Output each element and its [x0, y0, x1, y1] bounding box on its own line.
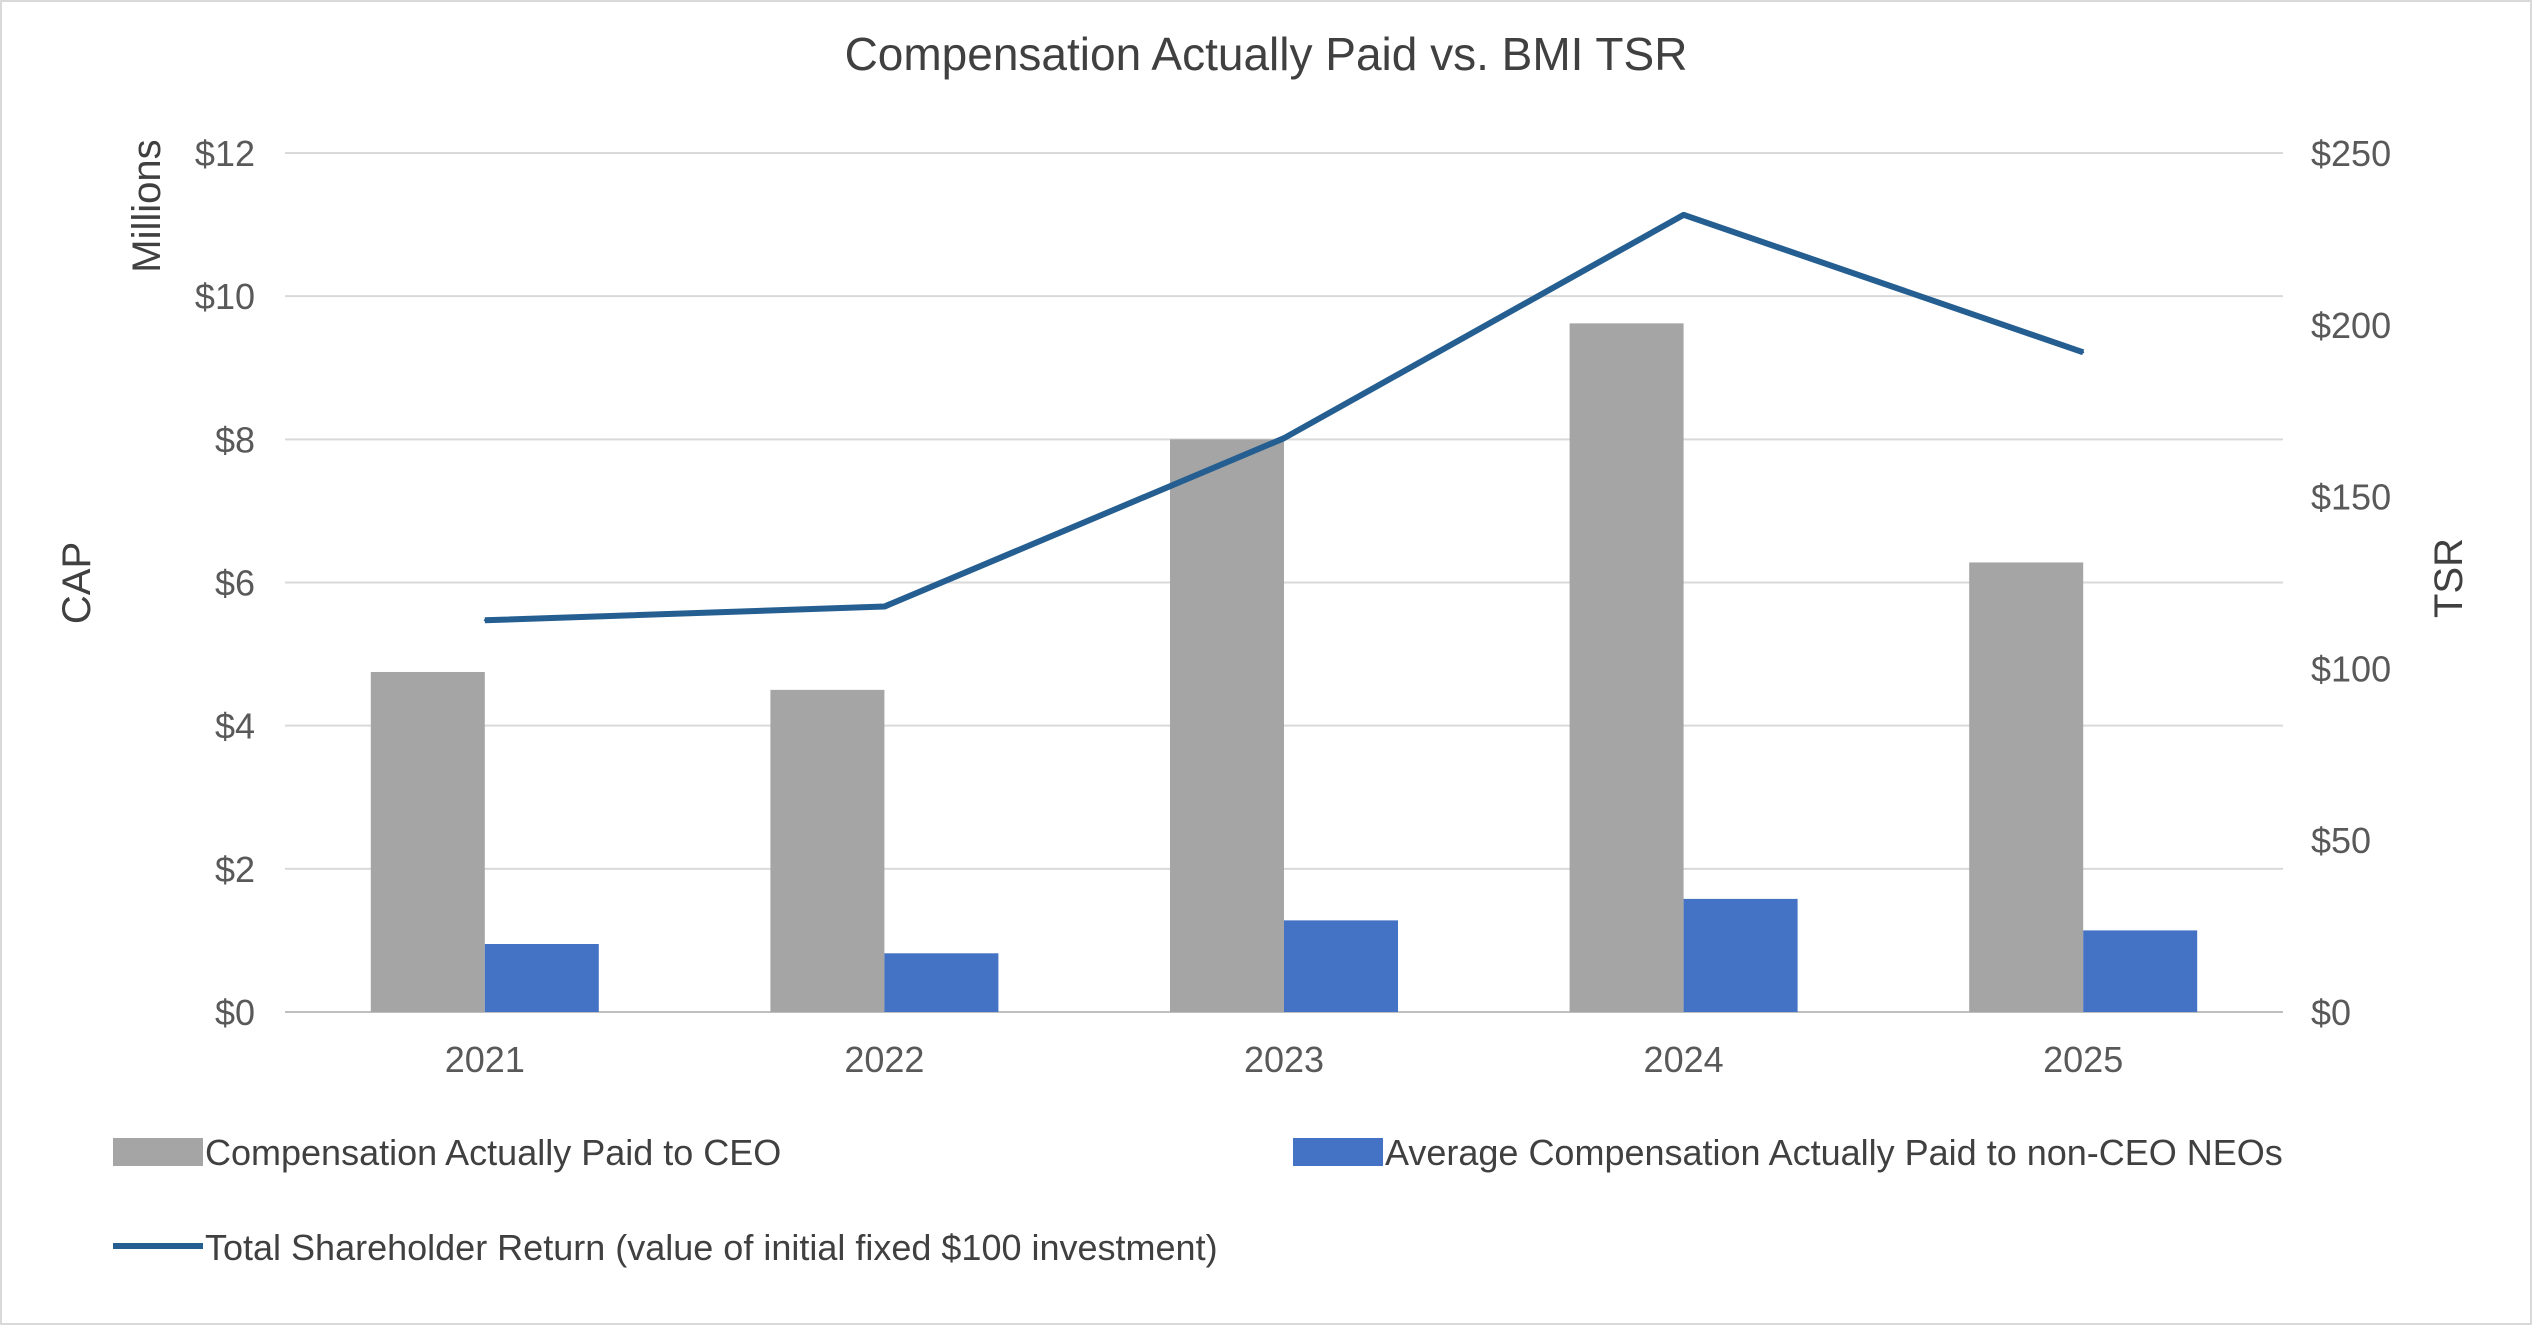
- x-tick-label: 2025: [2043, 1039, 2123, 1080]
- right-tick-label: $250: [2311, 133, 2391, 174]
- right-tick-label: $100: [2311, 648, 2391, 689]
- tsr-point: [483, 619, 486, 622]
- right-tick-label: $0: [2311, 992, 2351, 1033]
- bar-ceo-cap: [1170, 439, 1284, 1012]
- tsr-point: [2082, 351, 2085, 354]
- bar-ceo-cap: [770, 689, 885, 1012]
- right-tick-label: $150: [2311, 477, 2391, 518]
- tsr-point: [1682, 213, 1685, 216]
- tsr-point: [883, 605, 886, 608]
- right-tick-label: $200: [2311, 305, 2391, 346]
- tsr-line-layer: [483, 211, 2085, 624]
- bar-ceo-cap: [1569, 323, 1684, 1012]
- left-tick-label: $10: [195, 276, 255, 317]
- bar-non-ceo-cap: [884, 953, 999, 1012]
- bar-ceo-cap: [1969, 562, 2084, 1012]
- left-axis-label: CAP: [55, 542, 99, 624]
- left-axis-unit-label: Millions: [125, 139, 169, 272]
- bar-non-ceo-cap: [484, 943, 599, 1012]
- left-tick-label: $12: [195, 133, 255, 174]
- left-tick-label: $2: [215, 849, 255, 890]
- legend-swatch-ceo: [113, 1138, 203, 1166]
- legend: Compensation Actually Paid to CEO Averag…: [113, 1132, 2283, 1268]
- legend-label-non-ceo: Average Compensation Actually Paid to no…: [1385, 1132, 2283, 1173]
- legend-label-ceo: Compensation Actually Paid to CEO: [205, 1132, 781, 1173]
- x-tick-label: 2024: [1644, 1039, 1724, 1080]
- legend-label-tsr: Total Shareholder Return (value of initi…: [205, 1227, 1218, 1268]
- left-tick-label: $4: [215, 706, 255, 747]
- x-tick-label: 2023: [1244, 1039, 1324, 1080]
- right-axis-label: TSR: [2427, 538, 2471, 618]
- x-tick-label: 2021: [445, 1039, 525, 1080]
- bar-non-ceo-cap: [2083, 930, 2198, 1012]
- tsr-point: [1283, 437, 1285, 440]
- bars: [370, 323, 2198, 1012]
- left-tick-label: $8: [215, 419, 255, 460]
- bar-ceo-cap: [370, 671, 485, 1012]
- left-tick-label: $6: [215, 563, 255, 604]
- x-axis-labels: 2021 2022 2023 2024 2025: [445, 1039, 2123, 1080]
- right-tick-label: $50: [2311, 820, 2371, 861]
- left-tick-label: $0: [215, 992, 255, 1033]
- bar-non-ceo-cap: [1284, 920, 1398, 1012]
- x-tick-label: 2022: [844, 1039, 924, 1080]
- chart-title: Compensation Actually Paid vs. BMI TSR: [845, 28, 1688, 80]
- left-axis-ticks: $0 $2 $4 $6 $8 $10 $12: [195, 133, 255, 1033]
- right-axis-ticks: $0 $50 $100 $150 $200 $250: [2311, 133, 2391, 1033]
- legend-swatch-non-ceo: [1293, 1138, 1383, 1166]
- bar-non-ceo-cap: [1683, 898, 1798, 1012]
